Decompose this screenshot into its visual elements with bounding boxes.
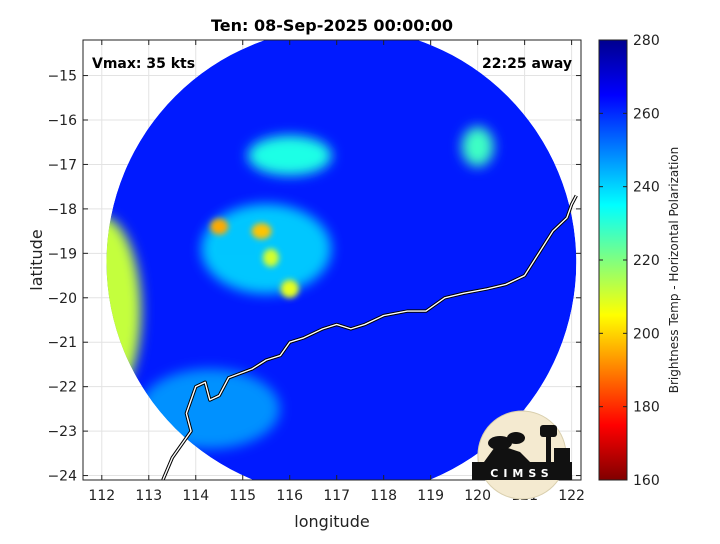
swath-feature xyxy=(262,248,279,267)
x-tick-label: 122 xyxy=(558,488,585,504)
colorbar-tick-label: 160 xyxy=(633,473,660,489)
colorbar-tick-label: 220 xyxy=(633,253,660,269)
colorbar-tick-label: 240 xyxy=(633,180,660,196)
colorbar-label: Brightness Temp - Horizontal Polarizatio… xyxy=(667,147,681,394)
swath-feature xyxy=(247,135,332,176)
x-tick-label: 120 xyxy=(464,488,491,504)
x-tick-label: 113 xyxy=(135,488,162,504)
y-tick-label: −20 xyxy=(47,291,77,307)
colorbar xyxy=(598,39,628,481)
swath-feature xyxy=(280,279,299,298)
cimss-logo: CIMSS xyxy=(472,410,572,500)
y-tick-label: −24 xyxy=(47,469,77,485)
cloud-shield xyxy=(201,203,332,294)
y-tick-label: −15 xyxy=(47,69,77,85)
swath-layer xyxy=(106,40,578,480)
colorbar-tick-label: 180 xyxy=(633,400,660,416)
swath-feature xyxy=(251,223,272,240)
coastline xyxy=(162,195,577,480)
colorbar-tick-label: 280 xyxy=(633,33,660,49)
x-tick-label: 116 xyxy=(276,488,303,504)
y-axis-label: latitude xyxy=(27,229,46,290)
colorbar-tick-label: 260 xyxy=(633,106,660,122)
x-tick-label: 117 xyxy=(323,488,350,504)
y-tick-label: −17 xyxy=(47,157,77,173)
x-axis-label: longitude xyxy=(294,512,369,531)
y-tick-label: −23 xyxy=(47,424,77,440)
y-tick-label: −16 xyxy=(47,113,77,129)
x-tick-label: 118 xyxy=(370,488,397,504)
y-tick-label: −21 xyxy=(47,335,77,351)
x-tick-label: 119 xyxy=(417,488,444,504)
y-tick-label: −18 xyxy=(47,202,77,218)
swath-feature xyxy=(210,218,229,235)
chart-title: Ten: 08-Sep-2025 00:00:00 xyxy=(211,16,453,35)
cimss-logo-text: CIMSS xyxy=(490,467,553,480)
colorbar-ticks: 280 260 240 220 200 180 160 xyxy=(599,33,660,489)
plot-frame xyxy=(82,39,582,481)
y-tick-label: −22 xyxy=(47,380,77,396)
time-away-annotation: 22:25 away xyxy=(482,56,572,72)
x-tick-label: 115 xyxy=(229,488,256,504)
colorbar-tick-label: 200 xyxy=(633,326,660,342)
x-tick-label: 112 xyxy=(88,488,115,504)
vmax-annotation: Vmax: 35 kts xyxy=(92,56,195,72)
x-tick-label: 114 xyxy=(182,488,209,504)
y-tick-label: −19 xyxy=(47,246,77,262)
swath-feature xyxy=(461,126,494,167)
